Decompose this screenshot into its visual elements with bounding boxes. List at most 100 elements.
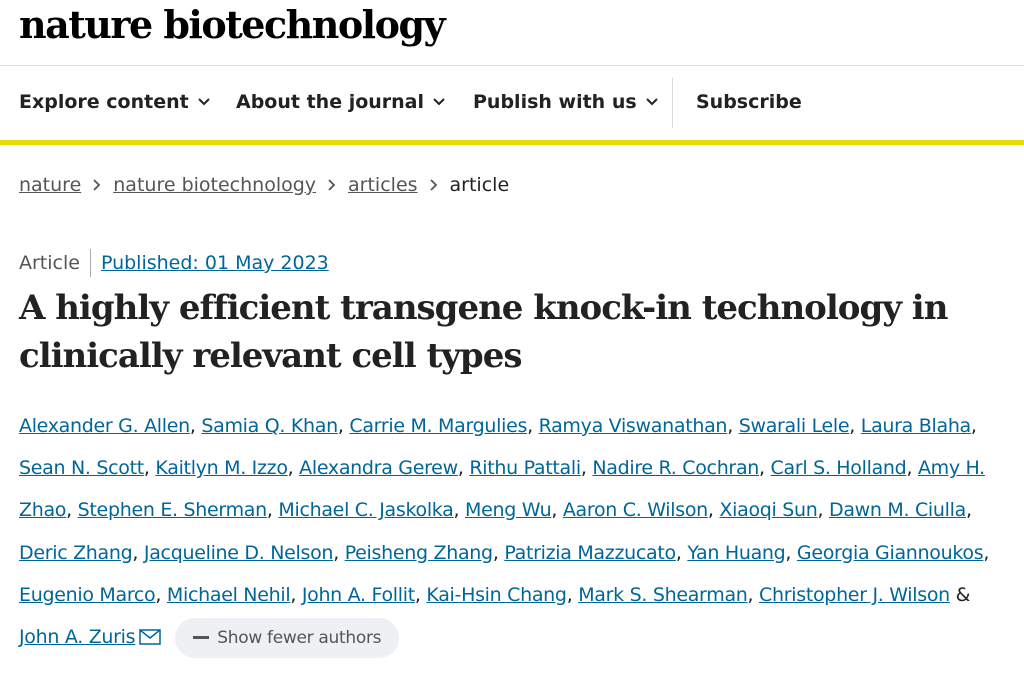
author-link[interactable]: Alexander G. Allen	[19, 415, 190, 437]
author-link[interactable]: John A. Follit	[301, 583, 415, 606]
author-separator: ,	[906, 457, 913, 480]
chevron	[433, 98, 445, 106]
author-link[interactable]: Carl S. Holland	[770, 457, 907, 480]
author-link[interactable]: Mark S. Shearman	[578, 583, 748, 606]
author-link[interactable]: Michael C. Jaskolka	[278, 499, 454, 522]
nav-publish[interactable]: Publish with us	[473, 91, 659, 113]
author-item: Aaron C. Wilson,	[563, 499, 714, 521]
author-item: Patrizia Mazzucato,	[504, 541, 682, 564]
author-link[interactable]: Sean N. Scott	[19, 457, 144, 480]
author-link[interactable]: Stephen E. Sherman	[77, 499, 268, 522]
header-divider	[0, 65, 1024, 66]
author-link[interactable]: Eugenio Marco	[19, 583, 156, 606]
author-link[interactable]: Kaitlyn M. Izzo	[155, 457, 288, 480]
nav-about[interactable]: About the journal	[236, 91, 446, 113]
author-separator: ,	[759, 457, 765, 480]
author-link[interactable]: Dawn M. Ciulla	[829, 499, 966, 522]
chevron	[645, 98, 658, 106]
author-link[interactable]: Peisheng Zhang	[344, 541, 493, 564]
author-separator: ,	[66, 499, 72, 522]
crumb-chevron	[93, 179, 101, 191]
article-title: A highly efficient transgene knock-in te…	[19, 288, 948, 376]
author-link[interactable]: Carrie M. Margulies	[349, 415, 528, 437]
author-link[interactable]: Swarali Lele	[738, 415, 850, 437]
author-separator: ,	[527, 415, 533, 437]
author-item: John A. Follit,	[302, 584, 421, 606]
nav-label: About the journal	[236, 91, 425, 113]
crumb-link[interactable]: articles	[348, 174, 418, 196]
author-link[interactable]: Amy H. Zhao	[19, 457, 985, 522]
author-item: Samia Q. Khan,	[201, 415, 344, 437]
author-separator: ,	[266, 499, 273, 522]
author-separator: ,	[727, 415, 733, 437]
crumb-link[interactable]: nature	[19, 174, 82, 196]
author-item: Jacqueline D. Nelson,	[144, 542, 339, 564]
author-separator: ,	[287, 457, 294, 480]
nav-explore[interactable]: Explore content	[19, 91, 211, 113]
author-link[interactable]: Meng Wu	[465, 499, 552, 522]
author-separator: ,	[707, 499, 714, 522]
author-separator: ,	[132, 541, 139, 564]
author-item: Alexander G. Allen,	[19, 415, 196, 437]
logo[interactable]: nature biotechnology	[19, 2, 446, 47]
author-item: Michael C. Jaskolka,	[278, 499, 459, 521]
author-link[interactable]: Xiaoqi Sun	[719, 499, 818, 522]
author-link[interactable]: Nadire R. Cochran	[592, 457, 760, 480]
author-item: Xiaoqi Sun,	[719, 499, 823, 521]
author-separator: ,	[675, 541, 682, 564]
published-date[interactable]: Published: 01 May 2023	[100, 252, 329, 274]
author-link[interactable]: Ramya Viswanathan	[538, 415, 728, 437]
author-link[interactable]: Deric Zhang	[19, 541, 133, 564]
nav-label: Explore content	[19, 91, 189, 113]
crumb-chevron	[429, 179, 437, 191]
author-separator: ,	[580, 457, 587, 480]
author-link[interactable]: Yan Huang	[687, 541, 786, 564]
author-item: Dawn M. Ciulla,	[829, 499, 972, 521]
breadcrumb: nature nature biotechnology articles art…	[19, 174, 509, 196]
crumb-current: article	[449, 174, 510, 196]
author-link[interactable]: John A. Zuris	[19, 626, 136, 649]
author-separator: ,	[155, 583, 162, 606]
author-separator: ,	[290, 583, 297, 606]
author-link[interactable]: Samia Q. Khan	[201, 415, 338, 437]
show-fewer-label: Show fewer authors	[217, 627, 382, 648]
author-item: Swarali Lele,	[738, 415, 856, 437]
author-link[interactable]: Rithu Pattali	[469, 457, 581, 480]
author-link[interactable]: Jacqueline D. Nelson	[143, 541, 334, 564]
author-item: Kai-Hsin Chang,	[426, 584, 572, 606]
author-separator: ,	[965, 499, 972, 522]
author-separator: ,	[566, 583, 573, 606]
author-link[interactable]: Michael Nehil	[166, 583, 291, 606]
author-separator: ,	[849, 415, 856, 437]
author-item: John A. Zuris	[19, 626, 136, 649]
author-link[interactable]: Georgia Giannoukos	[796, 541, 984, 564]
author-separator: ,	[457, 457, 464, 480]
author-link[interactable]: Kai-Hsin Chang	[426, 583, 567, 606]
author-separator: ,	[337, 415, 344, 437]
nav-bar: Explore content About the journal Publis…	[0, 66, 1024, 145]
nav-subscribe[interactable]: Subscribe	[696, 91, 802, 113]
mail-icon[interactable]	[139, 629, 161, 645]
author-link[interactable]: Aaron C. Wilson	[562, 499, 708, 522]
crumb-chevron	[328, 179, 336, 191]
author-link[interactable]: Christopher J. Wilson	[759, 583, 950, 606]
show-fewer-button[interactable]: Show fewer authors	[175, 617, 400, 658]
author-separator: ,	[189, 415, 196, 437]
author-separator: ,	[492, 541, 499, 564]
author-list: Alexander G. Allen, Samia Q. Khan, Carri…	[19, 405, 1014, 658]
author-separator: &	[955, 583, 971, 606]
nav-label: Publish with us	[473, 91, 637, 113]
author-separator: ,	[970, 415, 977, 437]
author-link[interactable]: Alexandra Gerew	[299, 457, 458, 480]
author-item: Stephen E. Sherman,	[78, 499, 273, 521]
author-link[interactable]: Laura Blaha	[860, 415, 971, 437]
author-link[interactable]: Patrizia Mazzucato	[504, 541, 676, 564]
author-item: Nadire R. Cochran,	[592, 457, 765, 480]
author-item: Christopher J. Wilson	[759, 584, 950, 606]
author-item: Rithu Pattali,	[469, 457, 587, 480]
chevron	[197, 98, 210, 106]
crumb-link[interactable]: nature biotechnology	[113, 174, 317, 196]
article-type: Article	[19, 249, 91, 277]
